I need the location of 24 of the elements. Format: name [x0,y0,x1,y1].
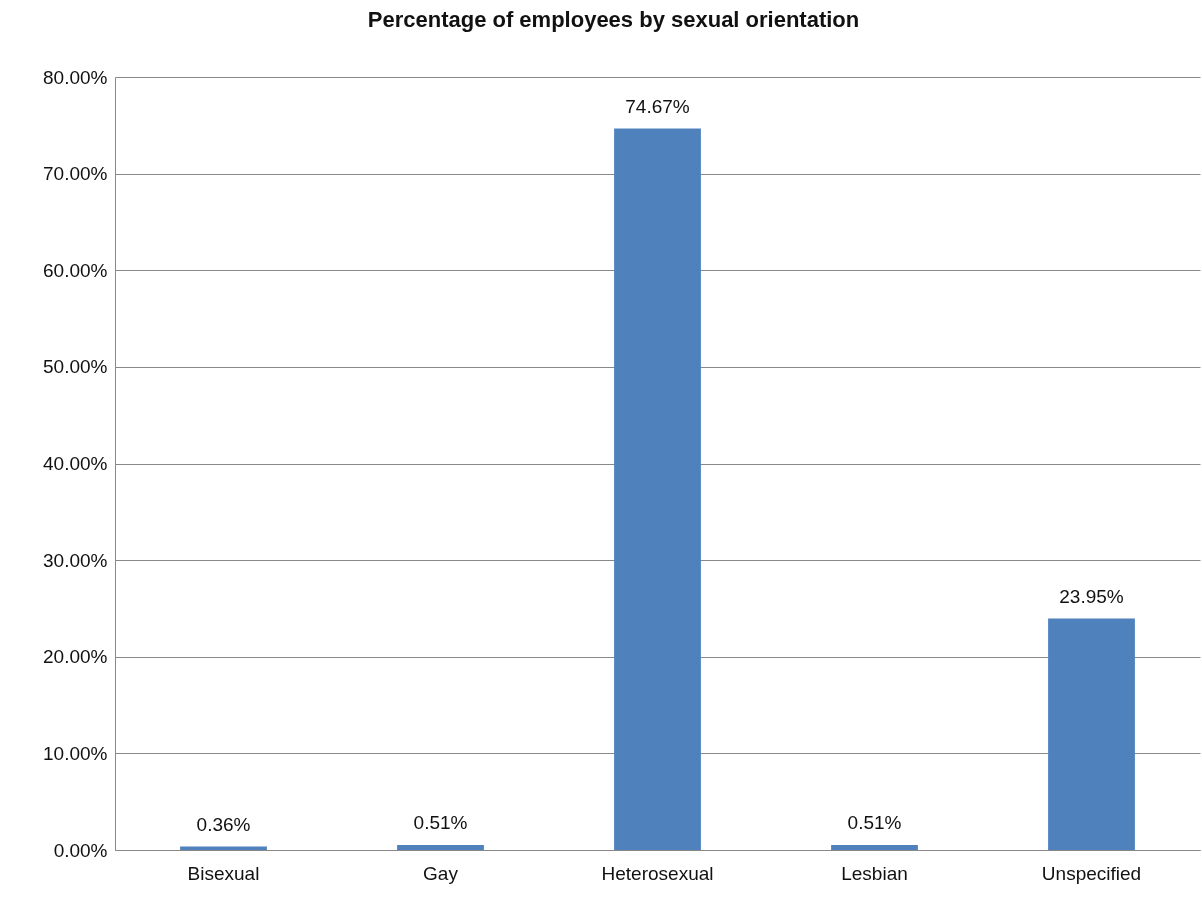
bar [1048,618,1135,850]
y-tick-label: 20.00% [43,646,108,668]
bar [614,128,701,850]
x-tick-label: Heterosexual [601,862,714,884]
bar [831,845,918,850]
x-tick-label: Lesbian [841,862,908,884]
y-tick-label: 70.00% [43,163,108,185]
bar [397,845,484,850]
x-tick-label: Unspecified [1041,862,1142,884]
data-label: 74.67% [625,95,690,117]
x-tick-label: Bisexual [187,862,260,884]
data-label: 0.51% [847,812,902,834]
y-tick-label: 80.00% [43,66,108,88]
y-tick-label: 30.00% [43,549,108,571]
y-tick-label: 60.00% [43,259,108,281]
y-tick-label: 0.00% [53,839,108,861]
data-label: 0.51% [413,812,468,834]
data-label: 23.95% [1059,585,1124,607]
chart-title: Percentage of employees by sexual orientation [367,7,860,32]
y-tick-label: 40.00% [43,453,108,474]
x-tick-label: Gay [423,862,459,884]
y-tick-label: 10.00% [43,742,108,764]
y-tick-label: 50.00% [43,356,108,378]
data-label: 0.36% [196,813,251,835]
